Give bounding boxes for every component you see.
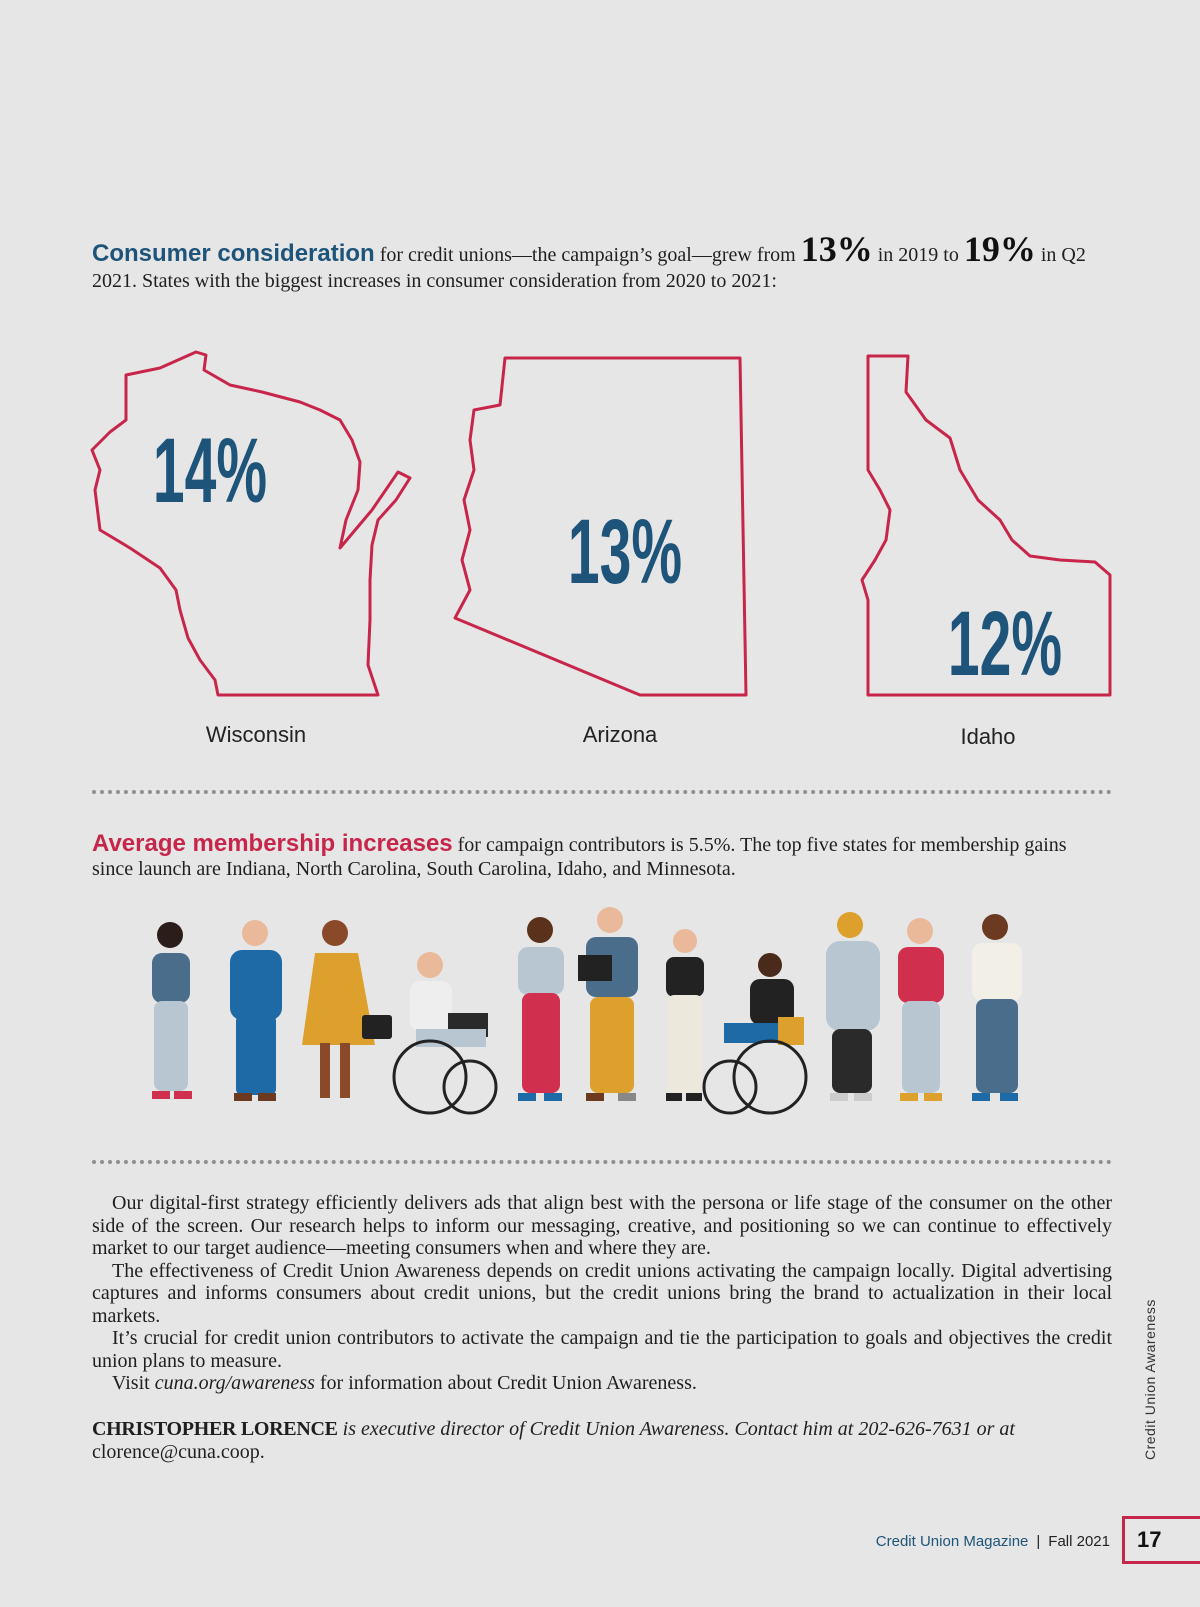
consideration-paragraph: Consumer consideration for credit unions… bbox=[92, 231, 1112, 294]
person-2 bbox=[230, 920, 282, 1101]
person-8 bbox=[898, 918, 944, 1101]
idaho-percent: 12% bbox=[948, 593, 1062, 695]
state-increase-graphics: 14% 13% 12% Wisconsin Arizona Idaho bbox=[0, 340, 1200, 760]
membership-text: for campaign contributors is 5.5%. The t… bbox=[92, 834, 1067, 880]
person-6 bbox=[666, 929, 704, 1101]
issue-label: Fall 2021 bbox=[1048, 1533, 1110, 1550]
awareness-link[interactable]: cuna.org/awareness bbox=[154, 1372, 315, 1394]
body-paragraph-3: It’s crucial for credit union contributo… bbox=[92, 1327, 1112, 1372]
consideration-text-a: for credit unions—the campaign’s goal—gr… bbox=[379, 244, 796, 266]
person-wheelchair-1 bbox=[392, 952, 498, 1115]
author-email[interactable]: clorence@cuna.coop. bbox=[92, 1441, 265, 1463]
author-description: is executive director of Credit Union Aw… bbox=[342, 1418, 1015, 1440]
consideration-2021-value: 19% bbox=[963, 229, 1036, 269]
idaho-label: Idaho bbox=[960, 724, 1016, 749]
person-7 bbox=[826, 912, 880, 1101]
wisconsin-percent: 14% bbox=[153, 420, 267, 522]
visit-text-end: for information about Credit Union Aware… bbox=[319, 1372, 697, 1394]
author-name: CHRISTOPHER LORENCE bbox=[92, 1418, 338, 1440]
arizona-outline bbox=[453, 356, 748, 697]
consideration-heading: Consumer consideration bbox=[92, 240, 375, 267]
person-9 bbox=[972, 914, 1022, 1101]
person-4 bbox=[518, 917, 564, 1101]
membership-heading: Average membership increases bbox=[92, 830, 453, 857]
arizona-label: Arizona bbox=[582, 722, 658, 747]
consideration-text-b: in 2019 to bbox=[877, 244, 959, 266]
footer-separator: | bbox=[1036, 1533, 1041, 1550]
person-1 bbox=[152, 922, 192, 1099]
body-paragraph-4: Visit cuna.org/awareness for information… bbox=[92, 1372, 1112, 1395]
membership-paragraph: Average membership increases for campaig… bbox=[92, 832, 1112, 881]
person-wheelchair-2 bbox=[702, 953, 808, 1115]
divider-dotted-2 bbox=[92, 1160, 1112, 1164]
magazine-name: Credit Union Magazine bbox=[875, 1533, 1029, 1550]
people-illustration bbox=[152, 907, 1022, 1115]
consideration-text-c: in Q2 2021. States with the biggest incr… bbox=[92, 244, 1086, 292]
idaho-outline bbox=[860, 354, 1112, 697]
article-body: Our digital-first strategy efficiently d… bbox=[92, 1192, 1112, 1395]
person-3 bbox=[302, 920, 392, 1098]
author-bio: CHRISTOPHER LORENCE is executive directo… bbox=[92, 1418, 1112, 1464]
wisconsin-label: Wisconsin bbox=[205, 722, 307, 747]
page-footer: Credit Union Magazine | Fall 2021 bbox=[780, 1533, 1110, 1550]
visit-text: Visit bbox=[112, 1372, 150, 1394]
body-paragraph-2: The effectiveness of Credit Union Awaren… bbox=[92, 1259, 1112, 1327]
arizona-percent: 13% bbox=[568, 501, 682, 603]
section-label-vertical: Credit Union Awareness bbox=[1142, 1299, 1158, 1460]
page-number: 17 bbox=[1122, 1516, 1200, 1564]
consideration-2019-value: 13% bbox=[800, 229, 873, 269]
wisconsin-outline bbox=[90, 350, 412, 697]
person-5 bbox=[578, 907, 638, 1101]
body-paragraph-1: Our digital-first strategy efficiently d… bbox=[92, 1192, 1112, 1259]
divider-dotted-1 bbox=[92, 790, 1112, 794]
state-outlines: 14% 13% 12% bbox=[90, 350, 1112, 697]
